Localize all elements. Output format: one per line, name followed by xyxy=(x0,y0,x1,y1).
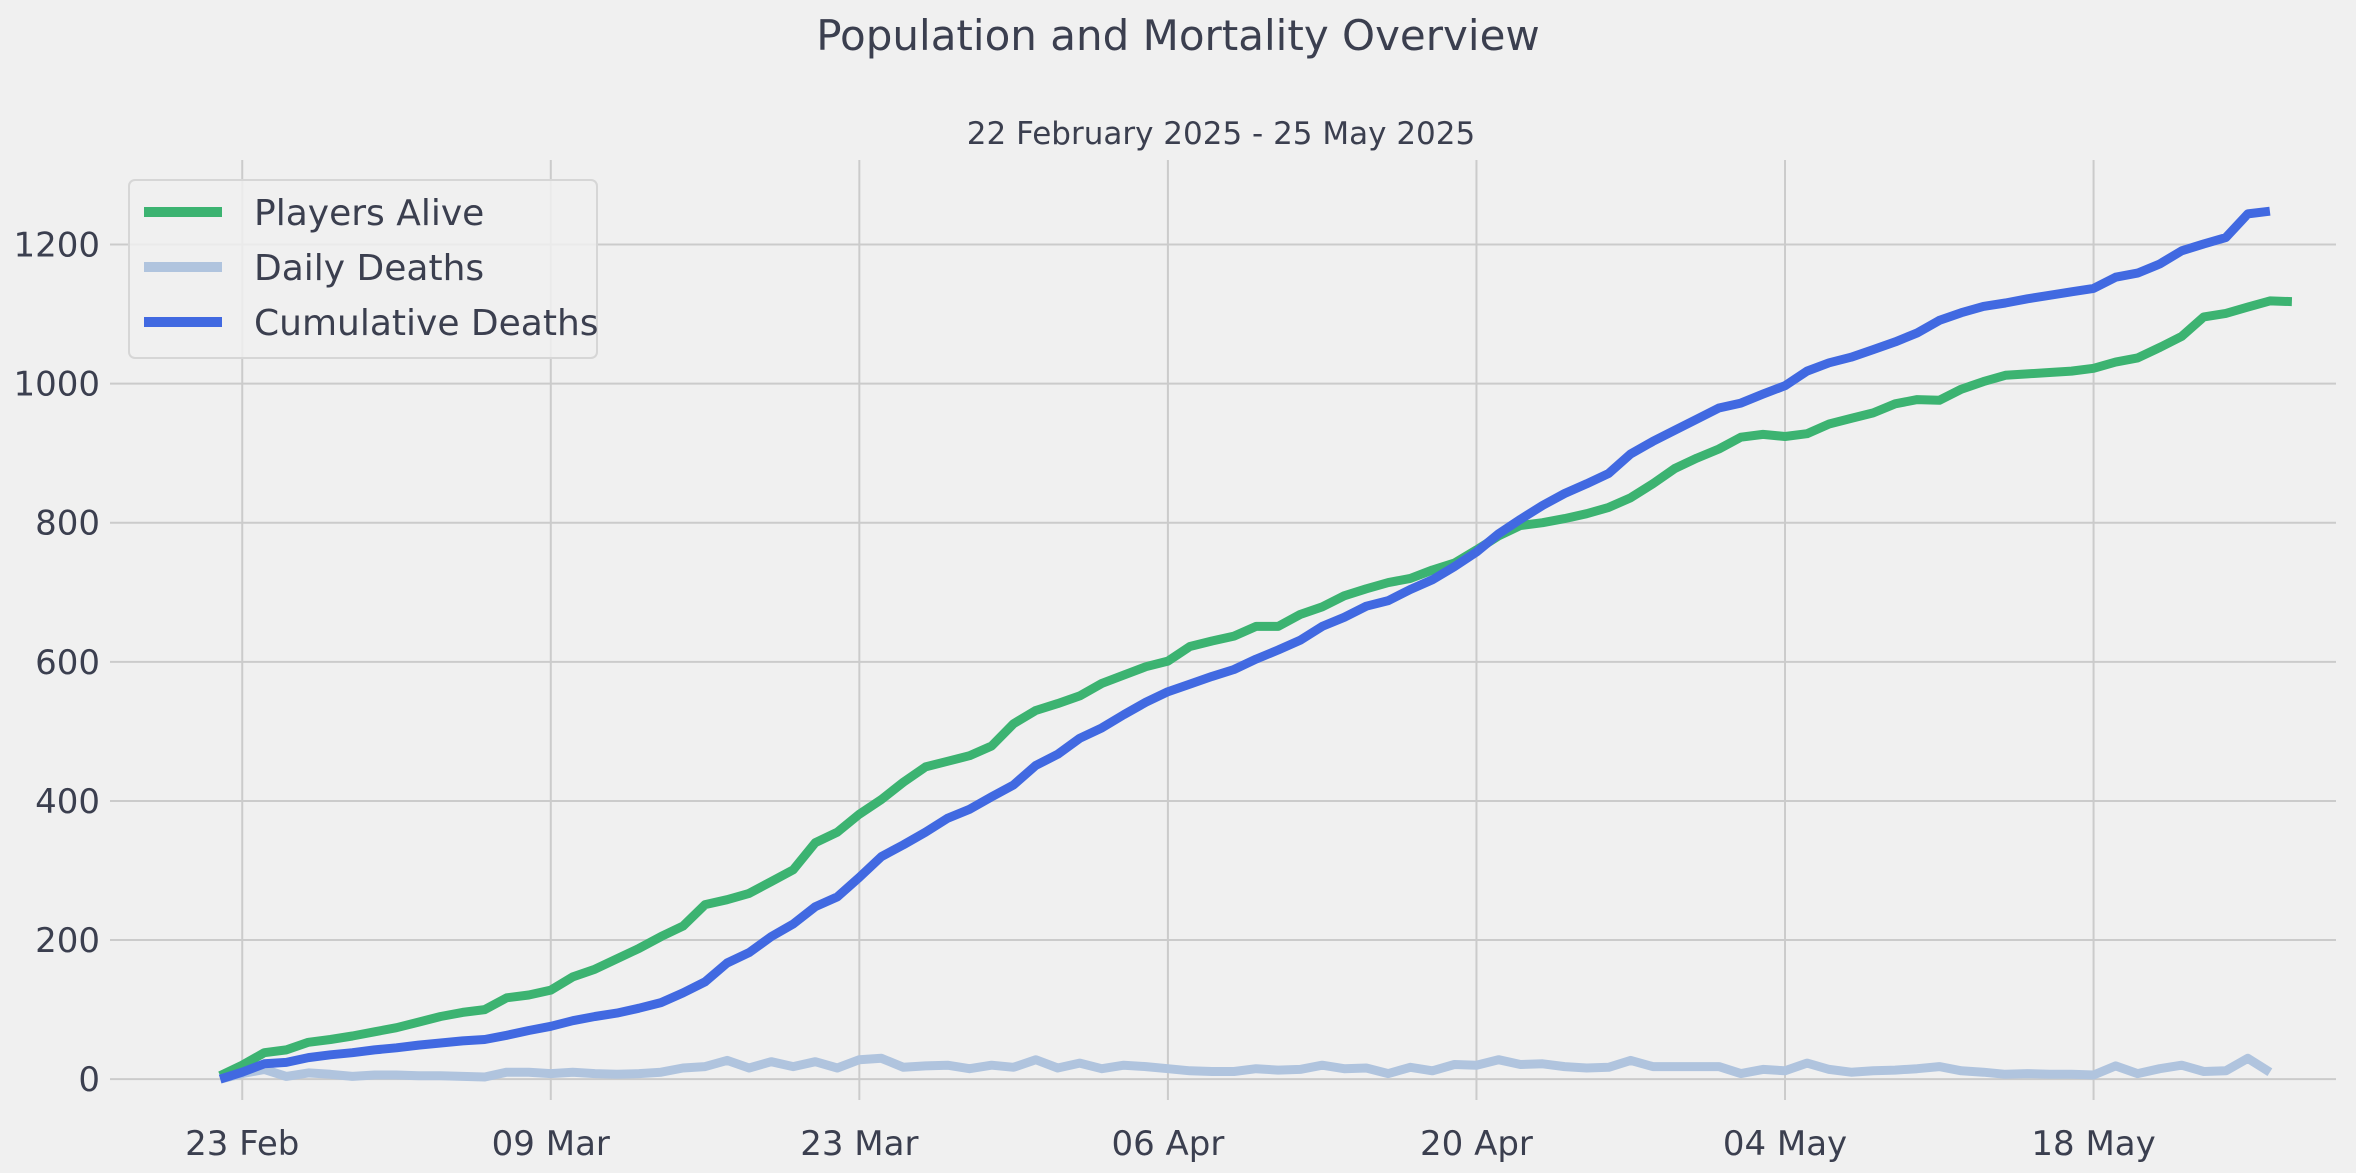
y-tick-label: 0 xyxy=(78,1060,100,1100)
legend-frame xyxy=(128,179,598,359)
legend-label-cumulative-deaths: Cumulative Deaths xyxy=(254,303,599,344)
x-tick-label: 23 Feb xyxy=(185,1124,299,1164)
chart-subtitle: 22 February 2025 - 25 May 2025 xyxy=(967,116,1475,152)
tick-layer: 0 200 400 600 800 1000 1200 23 Feb 09 Mar 23 Mar 0… xyxy=(13,226,2155,1164)
x-tick-label: 20 Apr xyxy=(1420,1124,1533,1164)
legend-label-daily-deaths: Daily Deaths xyxy=(254,248,484,289)
y-tick-label: 1000 xyxy=(13,365,100,405)
x-tick-label: 04 May xyxy=(1723,1124,1847,1164)
legend-label-players-alive: Players Alive xyxy=(254,193,484,234)
legend: Players Alive Daily Deaths Cumulative Deat… xyxy=(128,179,599,359)
grid-layer xyxy=(110,160,2336,1100)
series-line-daily-deaths xyxy=(219,1053,2273,1084)
y-tick-label: 200 xyxy=(35,921,100,961)
x-tick-label: 06 Apr xyxy=(1111,1124,1224,1164)
chart-title: Population and Mortality Overview xyxy=(816,11,1540,60)
series-line-players-alive xyxy=(218,296,2293,1080)
series-layer xyxy=(218,206,2293,1084)
x-tick-label: 18 May xyxy=(2031,1124,2155,1164)
series-line-cumulative-deaths xyxy=(218,206,2271,1084)
y-tick-label: 400 xyxy=(35,782,100,822)
x-tick-label: 23 Mar xyxy=(800,1124,918,1164)
y-tick-label: 600 xyxy=(35,643,100,683)
y-tick-label: 1200 xyxy=(13,226,100,266)
y-tick-label: 800 xyxy=(35,504,100,544)
x-tick-label: 09 Mar xyxy=(492,1124,610,1164)
